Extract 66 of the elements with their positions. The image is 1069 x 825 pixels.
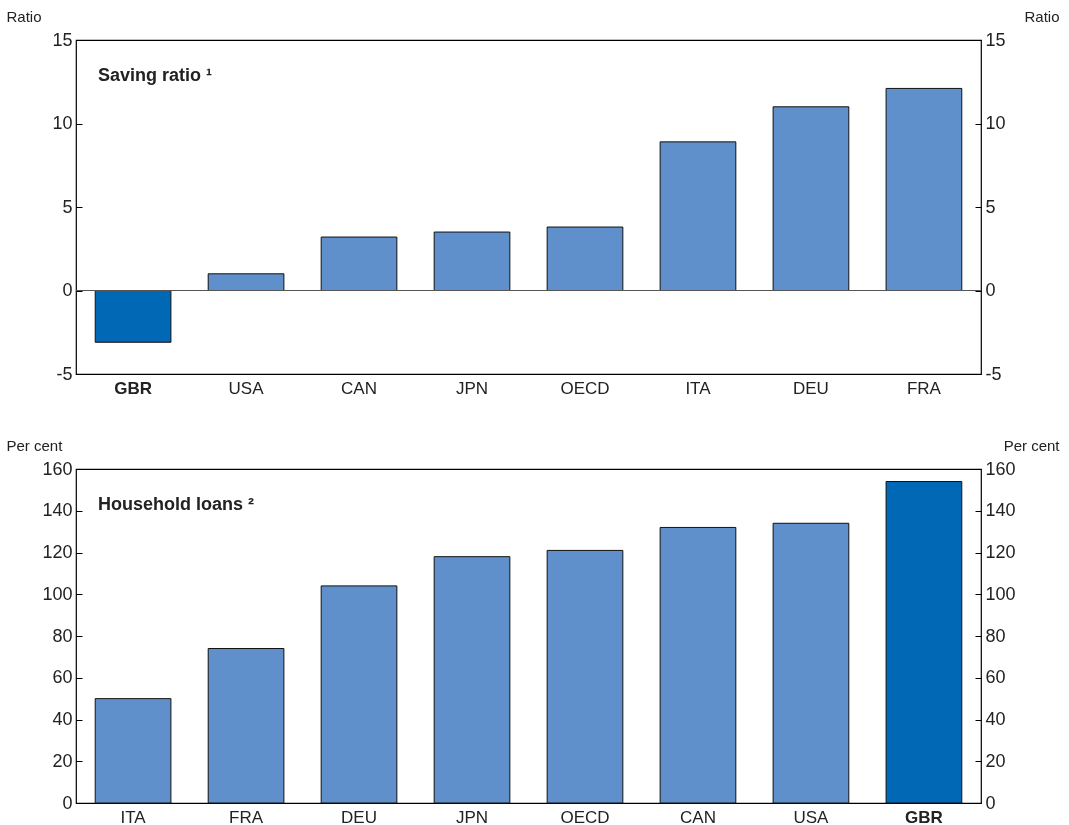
bar — [207, 648, 285, 804]
y-tick-label: 5 — [62, 196, 73, 217]
y2-tick-label: 60 — [985, 667, 1006, 688]
x-tick-label: USA — [228, 378, 265, 398]
bar — [433, 231, 511, 291]
bar — [433, 556, 511, 804]
bar — [772, 106, 850, 291]
y2-axis-title: Ratio — [1024, 7, 1060, 25]
x-tick-label: GBR — [114, 378, 152, 398]
y2-tick-label: 80 — [985, 625, 1006, 646]
y-axis-title: Ratio — [6, 7, 42, 25]
x-tick-label: CAN — [680, 807, 716, 825]
bar — [320, 236, 398, 291]
text: Saving ratio ¹ — [98, 65, 213, 85]
y2-tick-label: 40 — [985, 709, 1006, 729]
y2-tick-label: 120 — [985, 542, 1016, 562]
y2-tick-label: 100 — [985, 583, 1016, 604]
y-tick-label: 80 — [52, 625, 73, 646]
x-tick-label: DEU — [793, 378, 829, 398]
bar — [885, 87, 963, 291]
x-tick-label: OECD — [560, 807, 610, 825]
y2-tick-label: 5 — [985, 196, 996, 217]
x-tick-label: USA — [793, 807, 830, 825]
y-tick-label: 20 — [52, 750, 73, 771]
y2-tick-label: 20 — [985, 750, 1006, 771]
y2-tick-label: 0 — [985, 792, 996, 813]
y-axis-title: Per cent — [6, 436, 64, 454]
y2-tick-label: 15 — [985, 29, 1006, 50]
y2-tick-label: -5 — [985, 363, 1002, 384]
y2-tick-label: 0 — [985, 280, 996, 300]
bar — [94, 698, 172, 804]
bar — [659, 526, 737, 804]
x-tick-label: FRA — [229, 807, 264, 825]
y-tick-label: 40 — [52, 709, 73, 729]
bar — [772, 522, 850, 804]
bar — [659, 141, 737, 291]
bar — [546, 226, 624, 291]
y2-tick-label: 140 — [985, 500, 1016, 521]
y-tick-label: 60 — [52, 667, 73, 688]
y-tick-label: 160 — [42, 458, 73, 479]
y-tick-label: -5 — [56, 363, 73, 384]
text: Household loans ² — [98, 494, 255, 514]
x-tick-label: GBR — [905, 807, 943, 825]
y-tick-label: 0 — [62, 280, 73, 300]
bar — [885, 481, 963, 804]
x-tick-label: JPN — [455, 807, 489, 825]
x-tick-label: JPN — [455, 378, 489, 398]
x-tick-label: ITA — [685, 378, 712, 398]
y-tick-label: 0 — [62, 792, 73, 813]
y-tick-label: 15 — [52, 29, 73, 50]
y-tick-label: 120 — [42, 542, 73, 562]
x-tick-label: ITA — [120, 807, 147, 825]
bar — [320, 585, 398, 804]
y-tick-label: 10 — [52, 113, 73, 133]
x-tick-label: FRA — [906, 378, 942, 398]
y2-axis-title: Per cent — [1003, 436, 1061, 454]
bar — [546, 549, 624, 804]
x-tick-label: DEU — [341, 807, 377, 825]
x-tick-label: OECD — [560, 378, 610, 398]
y-tick-label: 100 — [42, 583, 73, 604]
bar — [94, 290, 172, 343]
y2-tick-label: 10 — [985, 113, 1006, 133]
x-tick-label: CAN — [341, 378, 377, 398]
y2-tick-label: 160 — [985, 458, 1016, 479]
bar — [207, 273, 285, 291]
y-tick-label: 140 — [42, 500, 73, 521]
